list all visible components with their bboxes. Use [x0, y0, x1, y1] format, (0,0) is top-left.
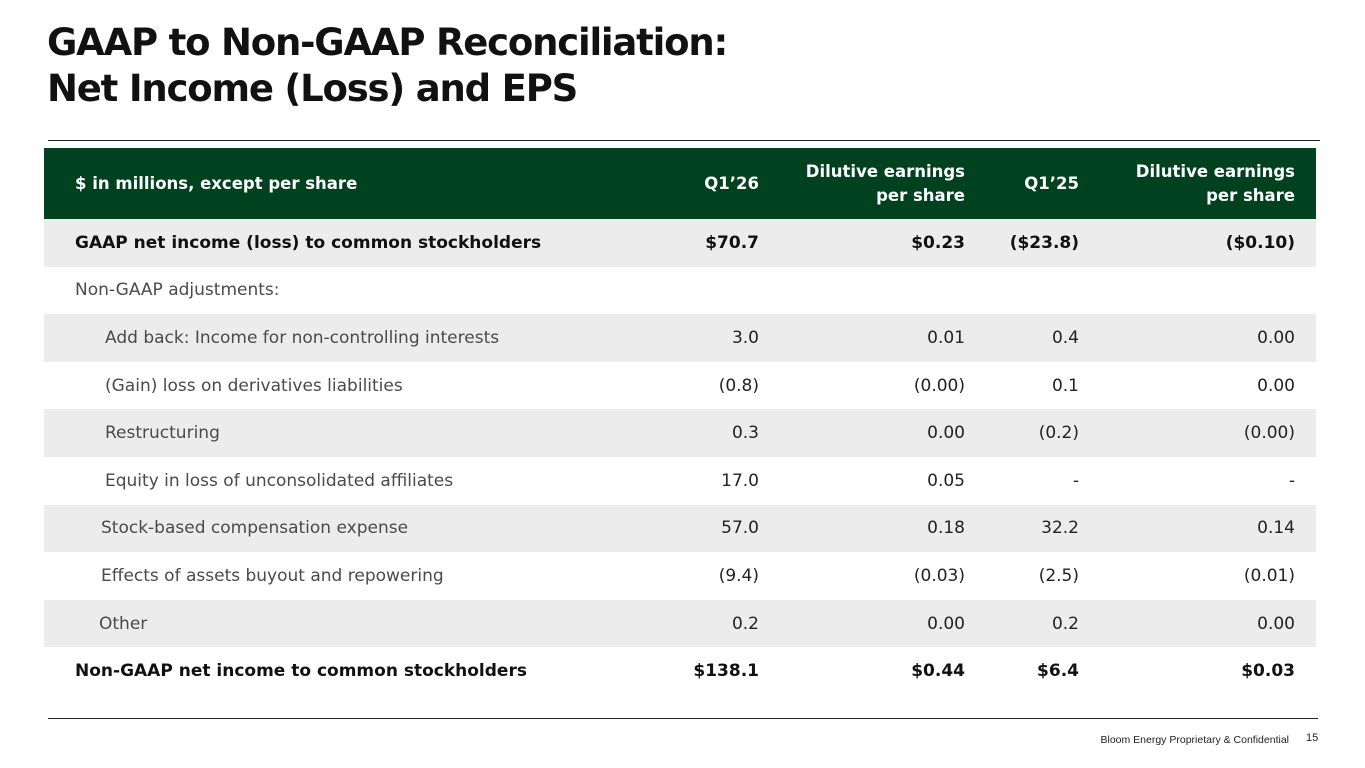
row-label: Add back: Income for non-controlling int… [105, 327, 500, 348]
cell-q126: (0.8) [718, 375, 759, 396]
table-row-non-controlling-interests: Add back: Income for non-controlling int… [44, 314, 1316, 362]
cell-eps-q125: (0.01) [1243, 565, 1295, 586]
bottom-divider [48, 718, 1318, 719]
header-q126: Q1’26 [704, 173, 759, 193]
table-row-gaap-net-income: GAAP net income (loss) to common stockho… [44, 219, 1316, 267]
header-eps-q126-line-2: per share [876, 185, 965, 205]
table-row-non-gaap-net-income: Non-GAAP net income to common stockholde… [44, 647, 1316, 695]
table-header: $ in millions, except per share Q1’26 Di… [44, 148, 1316, 219]
cell-eps-q125: ($0.10) [1225, 232, 1295, 253]
cell-q126: 17.0 [721, 470, 759, 491]
row-label: Equity in loss of unconsolidated affilia… [105, 470, 454, 491]
page-title-line-1: GAAP to Non-GAAP Reconciliation: [47, 21, 728, 64]
cell-eps-q126 [780, 267, 986, 315]
header-label: $ in millions, except per share [75, 173, 358, 193]
cell-q126: 3.0 [731, 327, 759, 348]
cell-eps-q125: - [1288, 470, 1295, 491]
cell-q125: 0.1 [1051, 375, 1079, 396]
cell-q125: 0.2 [1051, 613, 1079, 634]
table-row-derivatives: (Gain) loss on derivatives liabilities (… [44, 362, 1316, 410]
header-eps-q126: Dilutive earnings per share [780, 148, 986, 219]
header-q125: Q1’25 [1024, 173, 1079, 193]
cell-q126: 57.0 [721, 518, 759, 539]
cell-q125: $6.4 [1037, 661, 1079, 682]
top-divider [48, 140, 1320, 141]
cell-eps-q125: $0.03 [1241, 661, 1295, 682]
page-number: 15 [1306, 732, 1319, 744]
cell-q125 [986, 267, 1100, 315]
header-eps-q126-line-1: Dilutive earnings [805, 161, 965, 181]
header-eps-q125-line-1: Dilutive earnings [1135, 161, 1295, 181]
cell-eps-q125: 0.00 [1257, 613, 1295, 634]
header-eps-q125-line-2: per share [1206, 185, 1295, 205]
cell-q125: ($23.8) [1009, 232, 1079, 253]
confidential-notice: Bloom Energy Proprietary & Confidential [1100, 734, 1289, 746]
header-row: $ in millions, except per share Q1’26 Di… [44, 148, 1316, 219]
header-eps-q125: Dilutive earnings per share [1100, 148, 1316, 219]
page-title-line-2: Net Income (Loss) and EPS [47, 67, 578, 110]
row-label: Stock-based compensation expense [101, 518, 409, 539]
cell-q125: 0.4 [1051, 327, 1079, 348]
cell-eps-q126: $0.23 [911, 232, 965, 253]
cell-eps-q126: $0.44 [911, 661, 965, 682]
cell-eps-q125: 0.14 [1257, 518, 1295, 539]
table-row-equity-loss: Equity in loss of unconsolidated affilia… [44, 457, 1316, 505]
cell-eps-q126: 0.00 [927, 613, 965, 634]
cell-eps-q125: 0.00 [1257, 375, 1295, 396]
cell-eps-q126: 0.00 [927, 423, 965, 444]
row-label: Restructuring [105, 423, 220, 444]
cell-eps-q125: 0.00 [1257, 327, 1295, 348]
cell-eps-q126: (0.03) [913, 565, 965, 586]
reconciliation-table: $ in millions, except per share Q1’26 Di… [44, 148, 1316, 695]
cell-eps-q125 [1100, 267, 1316, 315]
row-label: GAAP net income (loss) to common stockho… [75, 232, 542, 253]
row-label: Non-GAAP net income to common stockholde… [75, 661, 527, 682]
table-row-adjustments-heading: Non-GAAP adjustments: [44, 267, 1316, 315]
cell-q126: 0.3 [731, 423, 759, 444]
cell-q126: 0.2 [731, 613, 759, 634]
table-row-stock-compensation: Stock-based compensation expense 57.0 0.… [44, 504, 1316, 553]
row-label: Other [99, 613, 148, 634]
cell-q125: 32.2 [1041, 518, 1079, 539]
table-row-restructuring: Restructuring 0.3 0.00 (0.2) (0.00) [44, 409, 1316, 457]
cell-eps-q126: (0.00) [913, 375, 965, 396]
cell-q126: $70.7 [705, 232, 759, 253]
cell-eps-q126: 0.05 [927, 470, 965, 491]
table-row-assets-buyout: Effects of assets buyout and repowering … [44, 552, 1316, 600]
cell-q126: $138.1 [693, 661, 759, 682]
cell-q125: (2.5) [1038, 565, 1079, 586]
row-label: Effects of assets buyout and repowering [101, 565, 444, 586]
cell-eps-q126: 0.18 [927, 518, 965, 539]
table-row-other: Other 0.2 0.00 0.2 0.00 [44, 599, 1316, 648]
cell-eps-q125: (0.00) [1243, 423, 1295, 444]
cell-q125: (0.2) [1038, 423, 1079, 444]
cell-q125: - [1072, 470, 1079, 491]
page-title: GAAP to Non-GAAP Reconciliation: Net Inc… [47, 20, 728, 112]
row-label: Non-GAAP adjustments: [75, 280, 280, 301]
cell-q126 [540, 267, 780, 315]
cell-eps-q126: 0.01 [927, 327, 965, 348]
cell-q126: (9.4) [718, 565, 759, 586]
row-label: (Gain) loss on derivatives liabilities [105, 375, 403, 396]
